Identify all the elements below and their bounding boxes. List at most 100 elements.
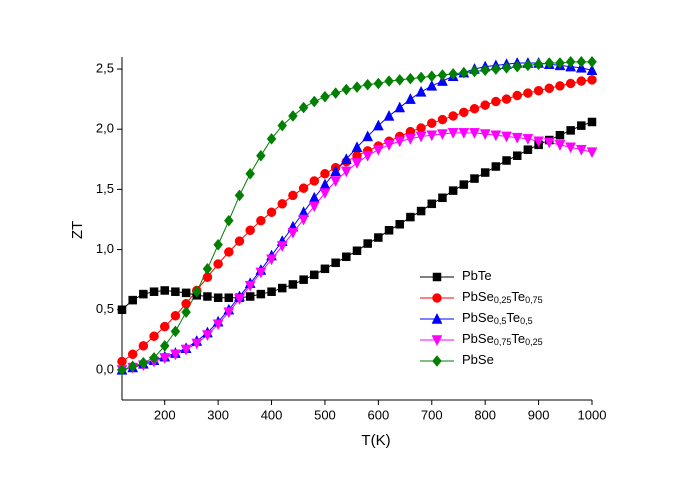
data-point [181, 306, 191, 319]
data-point [298, 183, 309, 193]
data-point [394, 73, 405, 86]
data-point [352, 246, 362, 256]
data-point [512, 151, 522, 160]
data-point [159, 353, 171, 364]
data-point [149, 351, 159, 364]
data-point [320, 168, 330, 179]
data-point [533, 136, 544, 148]
data-point [288, 280, 298, 289]
data-point [384, 75, 394, 87]
data-point [266, 254, 277, 266]
x-tick-label: 200 [154, 407, 176, 422]
data-point [319, 188, 331, 200]
data-point [331, 258, 340, 268]
y-tick-label: 0,5 [96, 301, 114, 316]
x-axis-label: T(K) [361, 432, 390, 449]
data-point [543, 137, 555, 149]
data-point [149, 287, 159, 296]
data-point [309, 176, 320, 186]
data-point [544, 83, 555, 94]
data-point [340, 166, 352, 178]
data-point [351, 141, 363, 153]
data-point [479, 129, 491, 141]
x-tick-label: 800 [474, 407, 496, 422]
data-point [330, 176, 342, 188]
data-point [330, 165, 342, 177]
data-point [426, 79, 438, 91]
data-point [362, 130, 374, 142]
data-point [170, 349, 181, 361]
data-point [138, 341, 149, 351]
data-point [565, 55, 576, 68]
data-point [587, 75, 597, 85]
data-point [363, 239, 372, 248]
data-point [447, 128, 459, 139]
legend-label: PbSe0,75Te0,25 [462, 331, 543, 347]
data-point [309, 95, 320, 108]
data-point [266, 207, 277, 218]
data-point [276, 241, 288, 253]
data-point [587, 117, 597, 127]
data-point [438, 193, 447, 203]
data-point [159, 339, 170, 352]
data-point [555, 130, 565, 140]
data-point [426, 130, 438, 142]
data-point [277, 199, 287, 209]
data-point [127, 349, 138, 360]
data-point [566, 126, 575, 135]
data-point [213, 238, 223, 251]
data-point [544, 57, 555, 69]
x-tick-label: 500 [314, 407, 336, 422]
data-point [555, 81, 565, 91]
data-point [501, 94, 512, 104]
data-point [586, 64, 598, 75]
legend-marker [432, 293, 442, 303]
data-point [480, 100, 490, 110]
data-point [149, 331, 159, 341]
data-point [522, 134, 534, 145]
data-point [416, 123, 426, 133]
data-point [223, 214, 234, 227]
data-point [501, 61, 512, 74]
y-tick-label: 0,0 [96, 361, 114, 376]
data-point [427, 118, 437, 128]
data-point [469, 65, 480, 78]
data-point [288, 110, 298, 122]
data-point [320, 90, 330, 103]
data-point [139, 289, 148, 299]
data-point [416, 206, 426, 216]
data-point [523, 145, 533, 154]
data-point [181, 288, 191, 298]
data-point [448, 186, 458, 195]
data-point [213, 259, 223, 269]
data-point [512, 60, 523, 73]
data-point [267, 287, 276, 296]
data-point [299, 275, 308, 284]
data-point [352, 81, 362, 93]
data-point [406, 212, 415, 222]
data-point [170, 311, 181, 321]
x-tick-label: 700 [421, 407, 443, 422]
data-point [416, 71, 426, 84]
data-point [362, 150, 374, 162]
data-point [159, 321, 170, 332]
data-point [437, 114, 448, 125]
data-point [577, 121, 586, 130]
data-point [234, 294, 245, 305]
data-point [502, 156, 511, 165]
x-tick-label: 300 [207, 407, 229, 422]
data-point [575, 144, 587, 156]
data-point [202, 262, 213, 275]
data-point [245, 167, 256, 180]
y-tick-label: 1,0 [96, 241, 114, 256]
data-point [533, 58, 544, 71]
data-point [469, 128, 480, 139]
data-point [256, 289, 266, 299]
y-tick-label: 1,5 [96, 181, 114, 196]
data-point [277, 283, 287, 293]
data-point [491, 162, 501, 171]
data-point [372, 144, 384, 156]
data-point [415, 85, 427, 97]
data-point [117, 305, 127, 314]
data-point [587, 55, 597, 68]
